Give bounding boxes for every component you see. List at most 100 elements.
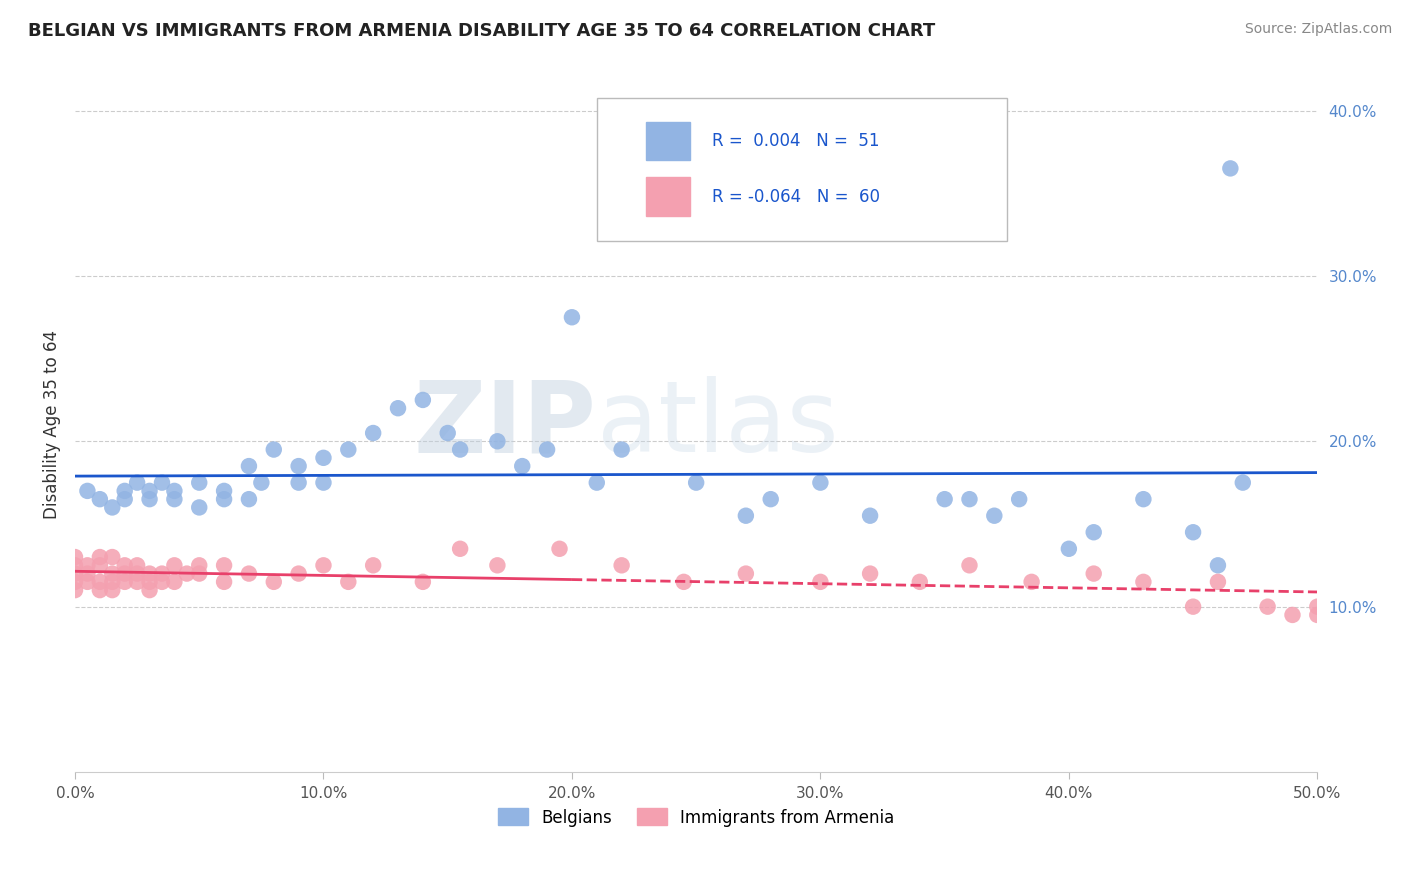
Point [63, 574, 86, 589]
Bar [647, 178, 690, 216]
Point [138, 483, 160, 498]
Point [1083, 525, 1105, 540]
Point [114, 483, 136, 498]
Point [486, 558, 509, 573]
Point [1132, 574, 1154, 589]
Point [63, 558, 86, 573]
Point [188, 500, 211, 515]
Point [127, 566, 149, 581]
Point [163, 574, 186, 589]
Point [908, 574, 931, 589]
Point [150, 475, 173, 490]
Point [188, 566, 211, 581]
Text: ZIP: ZIP [413, 376, 596, 474]
Point [685, 475, 707, 490]
Point [238, 492, 260, 507]
Text: R = -0.064   N =  60: R = -0.064 N = 60 [713, 187, 880, 205]
Point [859, 508, 882, 523]
Point [188, 475, 211, 490]
Point [127, 475, 149, 490]
Point [101, 583, 124, 598]
Point [449, 541, 471, 556]
Point [436, 425, 458, 440]
Bar [647, 121, 690, 160]
Point [1057, 541, 1080, 556]
Point [89, 574, 111, 589]
Point [934, 492, 956, 507]
Point [859, 566, 882, 581]
Point [101, 500, 124, 515]
Point [250, 475, 273, 490]
Point [983, 508, 1005, 523]
Point [610, 558, 633, 573]
Point [138, 566, 160, 581]
Point [734, 508, 756, 523]
Point [212, 492, 235, 507]
Point [1257, 599, 1279, 614]
Legend: Belgians, Immigrants from Armenia: Belgians, Immigrants from Armenia [491, 802, 901, 833]
Point [76, 558, 98, 573]
Point [510, 459, 533, 474]
Point [1083, 566, 1105, 581]
Point [337, 442, 360, 457]
Point [63, 566, 86, 581]
Point [585, 475, 607, 490]
Point [287, 475, 309, 490]
Point [238, 566, 260, 581]
Point [63, 583, 86, 598]
Point [610, 442, 633, 457]
Point [1206, 558, 1229, 573]
Point [101, 574, 124, 589]
Point [176, 566, 198, 581]
Point [263, 442, 285, 457]
Point [1306, 607, 1329, 622]
Point [89, 558, 111, 573]
Point [212, 574, 235, 589]
Point [959, 492, 981, 507]
Point [127, 574, 149, 589]
Point [101, 549, 124, 564]
Point [1132, 492, 1154, 507]
Point [1306, 599, 1329, 614]
Point [150, 566, 173, 581]
Text: BELGIAN VS IMMIGRANTS FROM ARMENIA DISABILITY AGE 35 TO 64 CORRELATION CHART: BELGIAN VS IMMIGRANTS FROM ARMENIA DISAB… [28, 22, 935, 40]
Point [1281, 607, 1303, 622]
Point [138, 583, 160, 598]
Text: Source: ZipAtlas.com: Source: ZipAtlas.com [1244, 22, 1392, 37]
Point [361, 558, 384, 573]
Point [1008, 492, 1031, 507]
Point [759, 492, 782, 507]
Point [163, 558, 186, 573]
Text: atlas: atlas [596, 376, 838, 474]
Point [163, 492, 186, 507]
Point [287, 566, 309, 581]
Point [114, 574, 136, 589]
Point [163, 483, 186, 498]
Point [76, 483, 98, 498]
Point [561, 310, 583, 325]
Point [150, 574, 173, 589]
Point [212, 483, 235, 498]
Point [1219, 161, 1241, 176]
Point [312, 450, 335, 465]
Y-axis label: Disability Age 35 to 64: Disability Age 35 to 64 [44, 330, 60, 519]
Point [672, 574, 695, 589]
Point [287, 459, 309, 474]
Point [1182, 599, 1205, 614]
Point [959, 558, 981, 573]
Point [1021, 574, 1043, 589]
Point [387, 401, 409, 416]
Point [1206, 574, 1229, 589]
Point [114, 566, 136, 581]
Point [1232, 475, 1254, 490]
Point [808, 475, 831, 490]
Point [114, 492, 136, 507]
Point [312, 475, 335, 490]
Point [361, 425, 384, 440]
Point [89, 492, 111, 507]
FancyBboxPatch shape [596, 98, 1007, 241]
Point [337, 574, 360, 589]
Point [63, 549, 86, 564]
Point [138, 574, 160, 589]
Point [263, 574, 285, 589]
